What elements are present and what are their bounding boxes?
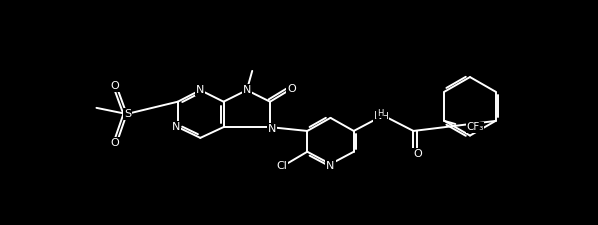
Text: N: N [196,85,205,95]
Text: O: O [413,149,422,159]
Text: S: S [124,109,131,119]
Text: O: O [111,138,120,148]
Text: N: N [267,124,276,134]
Text: O: O [111,81,120,91]
Text: N: N [243,85,251,95]
Text: CF₃: CF₃ [466,122,484,132]
Text: Cl: Cl [276,161,287,171]
Text: N: N [374,111,383,121]
Text: H: H [377,109,383,118]
Text: H: H [382,112,388,121]
Text: N: N [172,122,181,132]
Text: O: O [288,84,296,94]
Text: N: N [327,161,335,171]
